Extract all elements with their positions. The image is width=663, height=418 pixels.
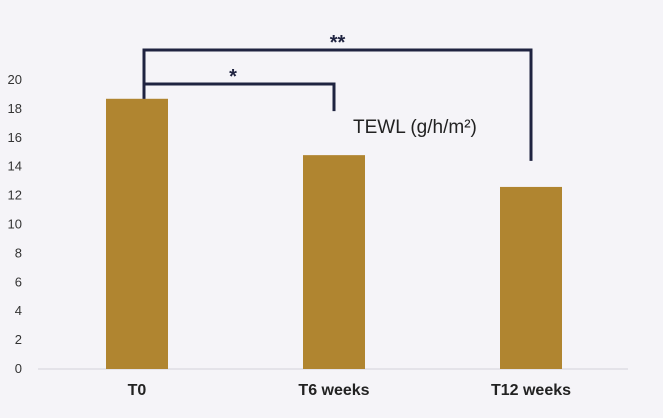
- x-tick-label: T12 weeks: [491, 382, 571, 399]
- x-axis-labels: T0 T6 weeks T12 weeks: [128, 382, 571, 399]
- significance-brackets: ***: [142, 32, 533, 161]
- y-tick-label: 10: [8, 217, 22, 232]
- y-tick-label: 8: [15, 245, 22, 260]
- y-tick-label: 16: [8, 130, 22, 145]
- bar: [303, 155, 365, 369]
- y-tick-label: 14: [8, 159, 22, 174]
- y-tick-label: 2: [15, 332, 22, 347]
- bar: [500, 186, 562, 369]
- bars: [106, 98, 562, 369]
- y-tick-label: 20: [8, 72, 22, 87]
- significance-bracket: [142, 82, 336, 112]
- y-tick-label: 0: [15, 361, 22, 376]
- y-tick-label: 6: [15, 274, 22, 289]
- y-tick-label: 12: [8, 188, 22, 203]
- bar: [106, 98, 168, 369]
- significance-bracket: [142, 48, 533, 161]
- x-tick-label: T6 weeks: [298, 382, 369, 399]
- x-tick-label: T0: [128, 382, 147, 399]
- significance-label: *: [229, 66, 237, 88]
- y-tick-label: 18: [8, 101, 22, 116]
- y-axis-ticks: 0 2 4 6 8 10 12 14 16 18 20: [8, 72, 22, 376]
- series-label: TEWL (g/h/m²): [353, 117, 477, 138]
- significance-label: **: [330, 32, 346, 54]
- y-tick-label: 4: [15, 303, 22, 318]
